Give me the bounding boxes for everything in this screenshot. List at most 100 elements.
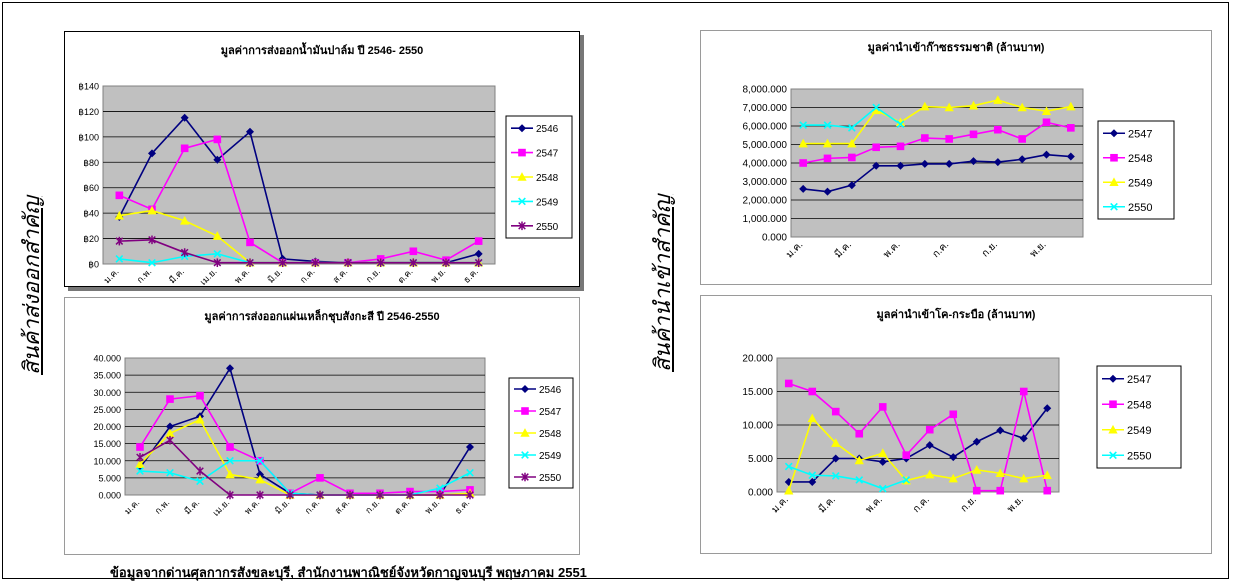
data-point <box>180 248 189 257</box>
data-point <box>993 95 1003 104</box>
data-point <box>1018 155 1027 164</box>
data-point <box>474 258 483 268</box>
x-tick-label: ก.พ. <box>135 266 154 285</box>
data-point <box>808 477 817 486</box>
chart-panel-zinc-sheet: มูลค่าการส่งออกแผ่นเหล็กชุบสังกะสี ปี 25… <box>64 297 580 555</box>
data-point <box>799 159 807 167</box>
x-tick-label: มิ.ย. <box>266 266 285 285</box>
x-tick-label: เม.ย. <box>198 266 219 286</box>
data-point <box>1043 404 1052 413</box>
data-point <box>847 181 856 190</box>
data-point <box>902 451 911 459</box>
data-point <box>136 443 144 451</box>
x-tick-label: มี.ค. <box>182 497 201 516</box>
data-point <box>465 443 475 452</box>
x-tick-label: ม.ค. <box>102 266 121 285</box>
x-tick-label: ต.ค. <box>396 266 415 285</box>
data-point <box>1066 152 1075 161</box>
y-tick-label: 10.000 <box>93 456 121 466</box>
data-point <box>872 103 881 112</box>
data-point <box>212 231 222 240</box>
x-tick-label: ส.ค. <box>333 497 352 516</box>
data-point <box>316 474 324 482</box>
data-point <box>996 426 1005 435</box>
legend-label: 2550 <box>539 473 562 484</box>
legend-entry: 2547 <box>1102 374 1151 386</box>
data-point <box>878 448 888 457</box>
series-line <box>803 121 1072 164</box>
data-point <box>855 476 864 484</box>
data-point <box>878 484 887 493</box>
side-label-imports: สินค้านำเข้าสำคัญ <box>650 194 675 372</box>
data-point <box>225 469 235 479</box>
y-tick-label: 8,000.000 <box>743 85 788 96</box>
data-point <box>1019 434 1028 443</box>
legend-entry: 2548 <box>1102 399 1151 411</box>
chart-natural-gas: มูลค่านำเข้าก๊าซธรรมชาติ (ล้านบาท) 0.000 1… <box>743 41 1175 261</box>
series-line <box>787 416 1048 491</box>
data-point <box>831 472 840 480</box>
legend-label: 2548 <box>536 173 559 184</box>
y-tick-label: 0.000 <box>98 491 121 501</box>
data-point <box>195 414 205 424</box>
data-point <box>1066 101 1076 111</box>
data-point <box>1041 106 1052 115</box>
legend-label: 2550 <box>536 222 559 233</box>
series-line <box>803 99 1071 145</box>
data-point <box>784 379 793 388</box>
legend-label: 2549 <box>1128 177 1152 189</box>
x-tick-label: พ.ย. <box>1028 239 1049 260</box>
data-point <box>406 490 414 500</box>
x-tick-label: ก.ย. <box>364 266 382 284</box>
legend-entry: 2550 <box>1103 202 1152 214</box>
chart-title: มูลค่าการส่งออกแผ่นเหล็กชุบสังกะสี ปี 25… <box>204 309 439 324</box>
legend-entry: 2549 <box>1103 177 1152 189</box>
data-point <box>213 258 222 268</box>
data-point <box>196 391 204 400</box>
chart-zinc-sheet: มูลค่าการส่งออกแผ่นเหล็กชุบสังกะสี ปี 25… <box>93 309 574 518</box>
data-point <box>784 462 793 471</box>
data-point <box>823 121 832 129</box>
x-tick-label: ม.ค. <box>784 239 805 260</box>
data-point <box>225 364 235 373</box>
y-tick-label: ฿60 <box>83 183 99 193</box>
legend-label: 2547 <box>1127 374 1151 386</box>
data-point <box>409 258 418 268</box>
x-tick-label: มี.ค. <box>832 239 854 261</box>
x-tick-label: เม.ย. <box>211 497 232 518</box>
data-point <box>135 459 145 468</box>
y-tick-label: ฿100 <box>78 132 99 142</box>
x-tick-label: พ.ย. <box>429 266 448 285</box>
legend-entry: 2550 <box>514 472 562 484</box>
data-point <box>436 490 444 500</box>
data-point <box>993 158 1002 167</box>
legend-label: 2549 <box>539 451 562 462</box>
series-line <box>788 465 907 490</box>
chart-cattle: มูลค่านำเข้าโค-กระบือ (ล้านบาท) 0.000 5.00… <box>742 307 1182 515</box>
data-point <box>994 125 1002 134</box>
data-point <box>114 210 124 220</box>
data-point <box>925 425 934 434</box>
x-tick-label: พ.ค. <box>242 497 261 516</box>
legend-label: 2549 <box>536 197 559 208</box>
chart-title: มูลค่านำเข้าก๊าซธรรมชาติ (ล้านบาท) <box>868 41 1045 55</box>
data-point <box>949 453 958 462</box>
data-point <box>226 490 234 500</box>
data-point <box>996 486 1005 495</box>
data-point <box>968 100 979 110</box>
data-point <box>246 258 254 268</box>
data-point <box>896 120 905 129</box>
y-tick-label: 20.000 <box>742 354 773 365</box>
series-line <box>788 407 1048 483</box>
data-point <box>896 142 905 151</box>
data-point <box>872 161 881 170</box>
data-point <box>442 258 450 268</box>
legend-entry: 2547 <box>514 407 562 418</box>
y-tick-label: 5.000 <box>98 473 121 483</box>
legend-label: 2547 <box>1128 128 1152 140</box>
data-point <box>920 101 930 111</box>
data-point <box>823 154 832 163</box>
y-tick-label: ฿80 <box>83 158 99 168</box>
x-tick-label: ก.ค. <box>931 239 952 260</box>
x-tick-label: ก.ค. <box>303 497 322 516</box>
